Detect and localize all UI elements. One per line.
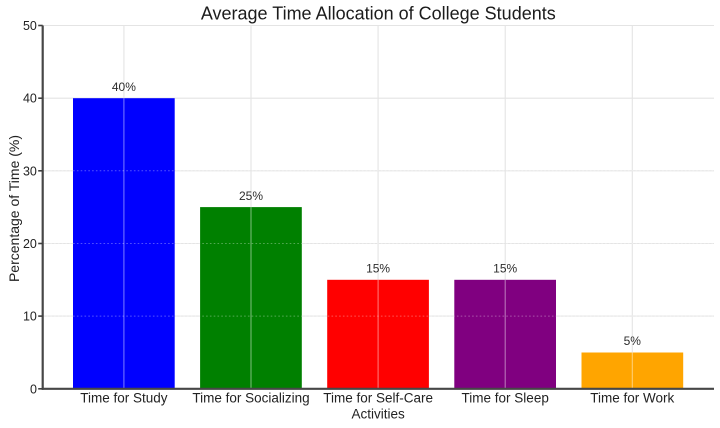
svg-text:5%: 5% <box>624 334 642 348</box>
svg-text:Time for Socializing: Time for Socializing <box>192 391 309 406</box>
svg-text:25%: 25% <box>239 189 263 203</box>
svg-text:15%: 15% <box>366 262 390 276</box>
svg-text:30: 30 <box>23 164 37 178</box>
svg-text:Time for Study: Time for Study <box>80 391 168 406</box>
svg-text:15%: 15% <box>493 262 517 276</box>
svg-text:10: 10 <box>23 310 37 324</box>
svg-text:20: 20 <box>23 237 37 251</box>
svg-text:Time for Sleep: Time for Sleep <box>462 391 549 406</box>
svg-text:Time for Work: Time for Work <box>590 391 674 406</box>
svg-text:0: 0 <box>30 382 37 396</box>
svg-text:40%: 40% <box>112 80 136 94</box>
svg-text:Percentage of Time (%): Percentage of Time (%) <box>6 135 22 282</box>
svg-text:Time for Self-Care: Time for Self-Care <box>323 391 433 406</box>
svg-text:40: 40 <box>23 92 37 106</box>
svg-text:Activities: Activities <box>351 406 405 421</box>
svg-text:Average Time Allocation of Col: Average Time Allocation of College Stude… <box>201 4 556 24</box>
svg-text:50: 50 <box>23 19 37 33</box>
